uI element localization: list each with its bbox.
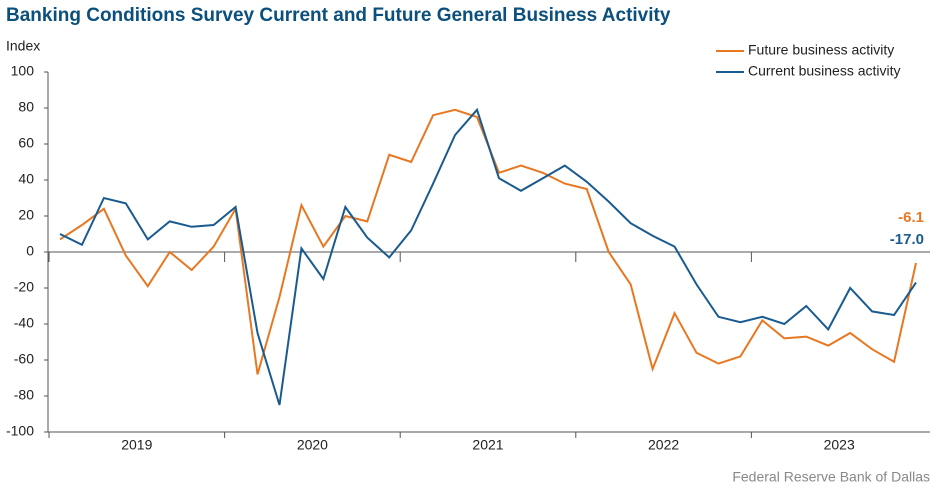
y-tick-label: 0 xyxy=(26,243,34,259)
x-tick-label: 2020 xyxy=(297,437,328,453)
value-label: -17.0 xyxy=(890,231,924,248)
y-tick-label: 60 xyxy=(18,135,34,151)
x-tick-label: 2021 xyxy=(472,437,503,453)
series-line xyxy=(59,107,917,406)
y-tick-label: 40 xyxy=(18,171,34,187)
x-tick-label: 2019 xyxy=(121,437,152,453)
y-tick-label: -80 xyxy=(14,387,34,403)
y-tick-label: 80 xyxy=(18,99,34,115)
y-tick-label: -100 xyxy=(6,423,34,439)
y-tick-label: -60 xyxy=(14,351,34,367)
legend-label: Current business activity xyxy=(748,63,901,79)
legend-label: Future business activity xyxy=(748,42,894,58)
y-tick-label: 100 xyxy=(11,63,35,79)
value-label: -6.1 xyxy=(898,209,924,226)
x-tick-label: 2023 xyxy=(824,437,855,453)
source-note: Federal Reserve Bank of Dallas xyxy=(732,469,930,485)
series-line xyxy=(59,108,917,375)
y-tick-label: -20 xyxy=(14,279,34,295)
chart-title: Banking Conditions Survey Current and Fu… xyxy=(6,5,671,26)
y-tick-label: 20 xyxy=(18,207,34,223)
y-tick-label: -40 xyxy=(14,315,34,331)
y-axis-label: Index xyxy=(6,38,40,54)
x-tick-label: 2022 xyxy=(648,437,679,453)
